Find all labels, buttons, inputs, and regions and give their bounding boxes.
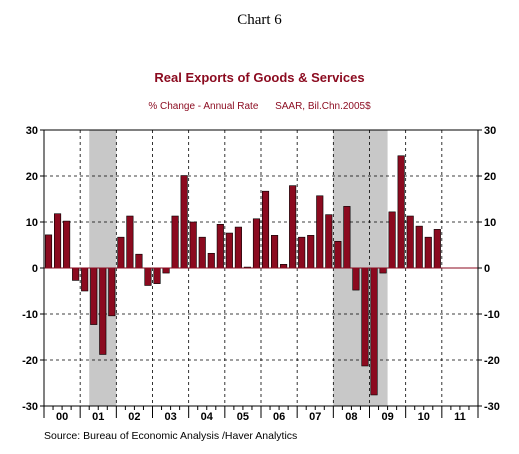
x-tick-label: 09 [381, 411, 393, 423]
bar [117, 236, 125, 269]
bar [171, 215, 179, 269]
bar [280, 264, 288, 269]
x-tick-label: 06 [273, 411, 285, 423]
bar [198, 236, 206, 269]
bar [180, 175, 188, 269]
bar [261, 190, 270, 269]
x-tick-label: 05 [237, 411, 249, 423]
y-tick-label-left: 10 [26, 217, 38, 229]
chart-title: Real Exports of Goods & Services [154, 70, 365, 85]
y-tick-label-left: -30 [22, 401, 38, 413]
y-tick-label-left: 0 [32, 263, 38, 275]
bar [252, 218, 261, 269]
bar [271, 235, 279, 269]
x-tick-label: 10 [418, 411, 430, 423]
y-tick-label-left: 30 [26, 125, 38, 137]
bar [99, 267, 107, 355]
subtitle-series: SAAR, Bil.Chn.2005$ [275, 101, 371, 112]
bar [81, 267, 89, 292]
subtitle-units: % Change - Annual Rate [148, 101, 259, 112]
y-tick-label-right: 30 [484, 125, 496, 137]
x-tick-label: 03 [164, 411, 176, 423]
bar [379, 267, 387, 274]
x-tick-label: 08 [345, 411, 357, 423]
bar [216, 224, 224, 269]
bar [108, 267, 116, 317]
x-tick-label: 02 [128, 411, 140, 423]
x-tick-label: 07 [309, 411, 321, 423]
bar [225, 232, 233, 269]
bar [72, 267, 80, 281]
bar [316, 195, 324, 269]
bar [135, 253, 143, 269]
bar [424, 236, 432, 269]
bar [144, 267, 152, 286]
bar [298, 236, 306, 269]
bar [54, 213, 62, 269]
x-tick-label: 00 [56, 411, 68, 423]
x-tick-label: 01 [92, 411, 104, 423]
y-tick-label-left: 20 [26, 171, 38, 183]
bar [234, 226, 242, 269]
bar [307, 235, 315, 269]
bar [325, 214, 333, 269]
bar [352, 267, 360, 291]
bar [126, 215, 134, 269]
y-tick-label-right: -20 [484, 355, 500, 367]
source-note: Source: Bureau of Economic Analysis /Hav… [44, 430, 298, 442]
bar [343, 206, 351, 269]
chart-number: Chart 6 [237, 12, 282, 28]
x-tick-label: 04 [201, 411, 214, 423]
bar [153, 267, 161, 284]
bar [162, 267, 170, 274]
bar [334, 241, 342, 269]
y-tick-label-right: 0 [484, 263, 490, 275]
bar [433, 229, 441, 269]
y-tick-label-left: -20 [22, 355, 38, 367]
y-tick-label-right: 10 [484, 217, 496, 229]
bar [90, 267, 98, 325]
bar [207, 252, 215, 269]
bar [388, 211, 396, 269]
axes [40, 129, 482, 418]
bar [406, 215, 414, 269]
bar [361, 267, 369, 367]
y-tick-label-left: -10 [22, 309, 38, 321]
bar [44, 234, 53, 269]
y-tick-label-right: -10 [484, 309, 500, 321]
y-tick-label-right: -30 [484, 401, 500, 413]
bar [289, 185, 297, 269]
bar [370, 267, 378, 396]
y-tick-label-right: 20 [484, 171, 496, 183]
x-tick-label: 11 [454, 411, 466, 423]
bar [397, 155, 405, 269]
chart-subtitle: % Change - Annual Rate SAAR, Bil.Chn.200… [0, 101, 519, 112]
bar [63, 220, 71, 269]
bar [189, 221, 197, 269]
bar [415, 225, 423, 269]
